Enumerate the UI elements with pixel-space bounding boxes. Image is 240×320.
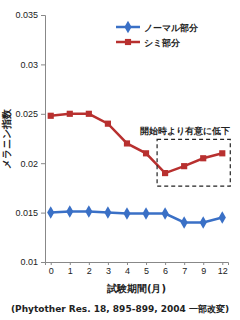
- x-tick-label: 1: [68, 266, 73, 276]
- y-tick: 0.015: [15, 208, 45, 218]
- x-tick-label: 3: [106, 266, 111, 276]
- series-line: [51, 114, 223, 173]
- y-tick-label: 0.03: [20, 60, 38, 70]
- series-marker: [86, 111, 92, 117]
- x-tick-mark: [70, 262, 71, 265]
- y-tick: 0.035: [15, 10, 45, 20]
- x-tick-label: 9: [201, 266, 206, 276]
- x-tick-mark: [222, 262, 223, 265]
- annotation-text: 開始時より有意に低下: [140, 126, 230, 136]
- y-tick-label: 0.025: [15, 109, 38, 119]
- series-marker: [161, 207, 168, 219]
- series-marker: [67, 111, 73, 117]
- y-tick-label: 0.02: [20, 159, 38, 169]
- series-marker: [66, 205, 73, 217]
- series-marker: [143, 150, 149, 156]
- y-tick-mark: [41, 262, 45, 263]
- y-tick-mark: [41, 15, 45, 16]
- series-marker: [85, 205, 92, 217]
- x-tick-label: 12: [218, 266, 228, 276]
- x-tick-mark: [184, 262, 185, 265]
- series-marker: [181, 216, 188, 228]
- y-tick: 0.025: [15, 109, 45, 119]
- series-marker: [142, 207, 149, 219]
- annotation-box: [157, 139, 230, 186]
- x-tick-mark: [165, 262, 166, 265]
- x-tick-label: 6: [163, 266, 168, 276]
- chart: 0.010.0150.020.0250.030.03501234567912メラ…: [0, 0, 240, 320]
- x-tick: 2: [87, 262, 92, 276]
- x-tick-mark: [203, 262, 204, 265]
- x-tick: 9: [201, 262, 206, 276]
- x-tick: 4: [125, 262, 130, 276]
- y-tick-mark: [41, 64, 45, 65]
- series-marker: [219, 150, 225, 156]
- x-tick-mark: [89, 262, 90, 265]
- series-marker: [48, 113, 54, 119]
- y-axis-line: [41, 16, 46, 263]
- x-tick: 0: [49, 262, 54, 276]
- x-tick-mark: [108, 262, 109, 265]
- source-note: (Phytother Res. 18, 895-899, 2004 一部改変): [11, 304, 229, 314]
- x-tick-mark: [51, 262, 52, 265]
- series-marker: [162, 170, 168, 176]
- series-marker: [123, 207, 130, 219]
- x-tick-mark: [127, 262, 128, 265]
- x-tick: 6: [163, 262, 168, 276]
- x-tick-label: 7: [182, 266, 187, 276]
- y-tick-label: 0.035: [15, 10, 38, 20]
- x-tick: 5: [144, 262, 149, 276]
- series-marker: [104, 206, 111, 218]
- y-tick-mark: [41, 114, 45, 115]
- y-tick-label: 0.01: [20, 257, 38, 267]
- y-tick: 0.01: [20, 257, 45, 267]
- x-axis: 01234567912: [46, 262, 229, 276]
- series-marker: [124, 140, 130, 146]
- x-tick-label: 5: [144, 266, 149, 276]
- legend-marker: [125, 39, 131, 45]
- series-line: [51, 212, 223, 223]
- x-axis-line: [46, 263, 229, 266]
- y-tick: 0.02: [20, 159, 45, 169]
- legend-label: シミ部分: [144, 38, 181, 48]
- x-tick: 1: [68, 262, 73, 276]
- x-tick-label: 0: [49, 266, 54, 276]
- series-marker: [200, 216, 207, 228]
- x-tick: 7: [182, 262, 187, 276]
- x-tick: 12: [218, 262, 228, 276]
- series-marker: [105, 121, 111, 127]
- x-axis-title: 試験期間(月): [106, 283, 166, 294]
- series-marker: [47, 206, 54, 218]
- legend-label: ノーマル部分: [144, 23, 199, 33]
- x-tick: 3: [106, 262, 111, 276]
- x-tick-label: 2: [87, 266, 92, 276]
- y-tick-mark: [41, 163, 45, 164]
- y-tick-label: 0.015: [15, 208, 38, 218]
- y-tick: 0.03: [20, 60, 45, 70]
- y-axis: 0.01 0.015 0.02 0.025 0.03 0.035: [15, 10, 45, 267]
- legend: ノーマル部分シミ部分: [116, 21, 199, 48]
- x-tick-label: 4: [125, 266, 130, 276]
- x-tick-mark: [146, 262, 147, 265]
- y-axis-title: メラニン指数: [1, 108, 12, 169]
- series-marker: [219, 211, 226, 223]
- series-marker: [181, 163, 187, 169]
- y-tick-mark: [41, 213, 45, 214]
- legend-marker: [124, 21, 131, 33]
- series-marker: [200, 155, 206, 161]
